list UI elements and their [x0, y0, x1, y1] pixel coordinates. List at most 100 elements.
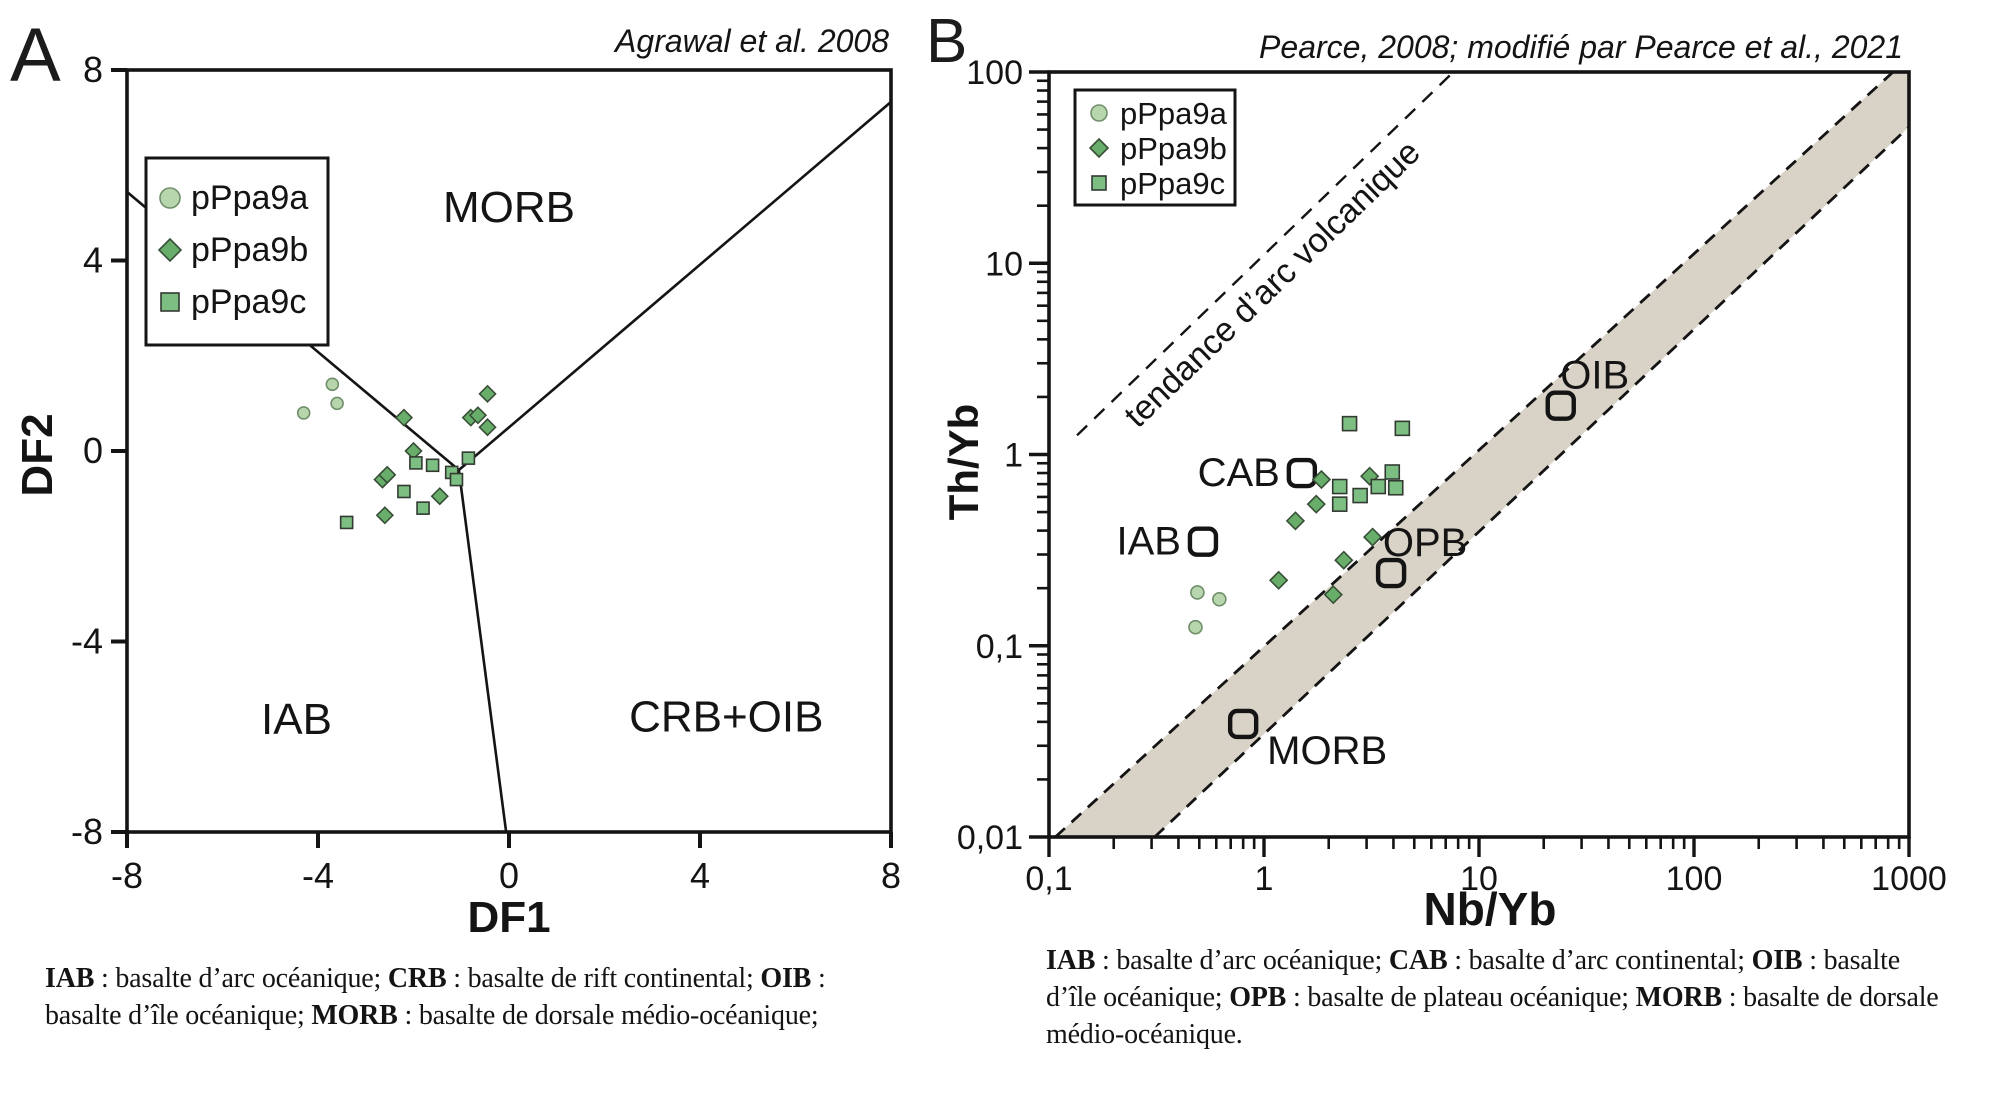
caption-term: OPB [1229, 982, 1287, 1013]
data-point-pPpa9c [1331, 478, 1348, 495]
caption-line: IAB : basalte d’arc océanique; CRB : bas… [45, 960, 826, 997]
caption-term: CAB [1388, 945, 1448, 976]
reference-point-CAB [1286, 457, 1318, 489]
region-label: CRB+OIB [629, 693, 823, 742]
y-tick-label: 0,1 [976, 628, 1023, 666]
data-point-pPpa9b [1323, 585, 1343, 605]
caption-text: : basalte d’arc océanique; [94, 963, 388, 994]
x-tick-label: 1 [1255, 860, 1274, 898]
caption-text: d’île océanique; [1046, 982, 1230, 1013]
reference-point-IAB [1187, 526, 1219, 557]
data-point-pPpa9c [416, 501, 430, 515]
data-point-pPpa9a [296, 406, 311, 420]
reference-label: CAB [1198, 451, 1280, 495]
caption-text: : basalte de plateau océanique; [1286, 982, 1636, 1013]
region-label: IAB [261, 695, 332, 744]
caption-term: CRB [387, 963, 447, 994]
data-point-pPpa9c [1387, 479, 1404, 496]
data-point-pPpa9a [1190, 585, 1205, 600]
reference-label: MORB [1267, 729, 1387, 773]
legend-label: pPpa9a [191, 179, 308, 217]
y-tick-label: 8 [83, 49, 103, 90]
panel-b-caption: IAB : basalte d’arc océanique; CAB : bas… [1046, 942, 1939, 1053]
reference-label: OIB [1560, 354, 1629, 398]
data-point-pPpa9a [1212, 591, 1227, 607]
caption-term: MORB [311, 1000, 398, 1031]
data-point-pPpa9b [1362, 527, 1383, 547]
legend-marker-circle [1090, 104, 1108, 122]
data-point-pPpa9b [468, 406, 488, 425]
data-point-pPpa9c [461, 451, 476, 465]
caption-term: OIB [1751, 945, 1803, 976]
data-point-pPpa9c [1352, 487, 1368, 504]
legend-marker-diamond [1088, 137, 1110, 159]
legend-marker-diamond [157, 237, 183, 263]
y-tick-label: -8 [71, 811, 103, 852]
caption-text: : basalte d’arc océanique; [1095, 945, 1389, 976]
panel-title: Pearce, 2008; modifié par Pearce et al.,… [1259, 29, 1903, 65]
legend-marker-square [160, 292, 180, 312]
data-point-pPpa9b [375, 506, 394, 525]
caption-line: IAB : basalte d’arc océanique; CAB : bas… [1046, 942, 1939, 979]
x-axis-title: DF1 [467, 893, 550, 942]
legend-label: pPpa9c [191, 283, 306, 321]
x-tick-label: 8 [881, 855, 901, 896]
panel-a-caption: IAB : basalte d’arc océanique; CRB : bas… [45, 960, 826, 1034]
y-tick-label: 10 [985, 245, 1023, 283]
panel-title: Agrawal et al. 2008 [613, 23, 889, 59]
caption-text: basalte d’île océanique; [45, 1000, 312, 1031]
x-tick-label: -8 [111, 855, 143, 896]
reference-point-OPB [1375, 557, 1407, 589]
caption-text: médio-océanique. [1046, 1019, 1243, 1050]
y-axis-title: Th/Yb [940, 404, 987, 521]
field-boundary-line [457, 469, 508, 833]
legend-label: pPpa9a [1120, 96, 1228, 131]
data-point-pPpa9c [1341, 415, 1358, 432]
caption-term: OIB [760, 963, 812, 994]
reference-label: IAB [1116, 520, 1180, 564]
y-tick-label: 1 [1004, 437, 1023, 475]
caption-line: d’île océanique; OPB : basalte de platea… [1046, 979, 1939, 1016]
data-point-pPpa9b [430, 487, 449, 506]
panel-a-letter: A [10, 13, 61, 98]
data-point-pPpa9c [1370, 478, 1387, 495]
data-point-pPpa9c [409, 456, 423, 470]
x-tick-label: 10 [1460, 860, 1498, 898]
data-point-pPpa9c [1331, 496, 1348, 512]
data-point-pPpa9b [1285, 511, 1306, 531]
x-tick-label: -4 [302, 855, 334, 896]
caption-text: : basalte de dorsale [1721, 982, 1939, 1013]
panel-a: -8 -4 0 4 8 8 4 0 -4 -8 DF1 DF2 MORB IAB CRB+OIB Agrawa… [13, 23, 901, 942]
legend-label: pPpa9b [1120, 131, 1227, 166]
legend-marker-circle [159, 187, 181, 209]
caption-term: IAB [1046, 945, 1096, 976]
y-tick-label: 0,01 [957, 819, 1023, 857]
y-tick-label: -4 [71, 621, 103, 662]
legend-label: pPpa9c [1120, 166, 1225, 201]
data-point-pPpa9b [378, 465, 397, 484]
data-point-pPpa9c [397, 484, 411, 499]
data-point-pPpa9b [1311, 469, 1332, 490]
reference-point-MORB [1227, 708, 1259, 740]
panel-b-letter: B [926, 7, 968, 76]
y-tick-label: 0 [83, 430, 103, 471]
x-tick-label: 4 [690, 855, 710, 896]
caption-term: MORB [1635, 982, 1723, 1013]
caption-line: basalte d’île océanique; MORB : basalte … [45, 997, 826, 1034]
data-point-pPpa9b [394, 408, 414, 427]
arc-trend-line [1076, 71, 1455, 437]
caption-text: : [811, 963, 826, 994]
caption-line: médio-océanique. [1046, 1016, 1939, 1053]
region-label: MORB [443, 183, 575, 232]
x-tick-label: 1000 [1871, 860, 1947, 898]
morb-oib-array-band [1055, 72, 1909, 837]
reference-label: OPB [1383, 521, 1467, 565]
data-point-pPpa9b [1306, 494, 1326, 514]
caption-text: : basalte d’arc continental; [1447, 945, 1752, 976]
data-point-pPpa9c [425, 458, 440, 473]
reference-point-OIB [1545, 390, 1576, 421]
caption-term: IAB [45, 963, 95, 994]
data-point-pPpa9c [339, 515, 354, 530]
